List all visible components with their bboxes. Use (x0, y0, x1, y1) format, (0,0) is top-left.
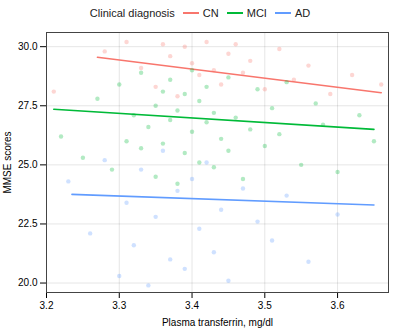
svg-text:22.5: 22.5 (18, 218, 38, 229)
svg-text:30.0: 30.0 (18, 41, 38, 52)
svg-text:3.6: 3.6 (331, 300, 345, 311)
svg-text:3.2: 3.2 (40, 300, 54, 311)
svg-text:3.3: 3.3 (112, 300, 126, 311)
svg-text:20.0: 20.0 (18, 277, 38, 288)
html-text:CN: CN (202, 7, 219, 19)
svg-text:27.5: 27.5 (18, 100, 38, 111)
html-text:MCI: MCI (246, 7, 267, 19)
svg-text:Plasma transferrin, mg/dl: Plasma transferrin, mg/dl (162, 317, 273, 328)
svg-text:25.0: 25.0 (18, 159, 38, 170)
html-text:Clinical diagnosis: Clinical diagnosis (89, 7, 175, 19)
svg-text:3.4: 3.4 (185, 300, 199, 311)
svg-text:MMSE scores: MMSE scores (2, 131, 13, 193)
html-text:AD: AD (294, 7, 311, 19)
svg-text:3.5: 3.5 (258, 300, 272, 311)
